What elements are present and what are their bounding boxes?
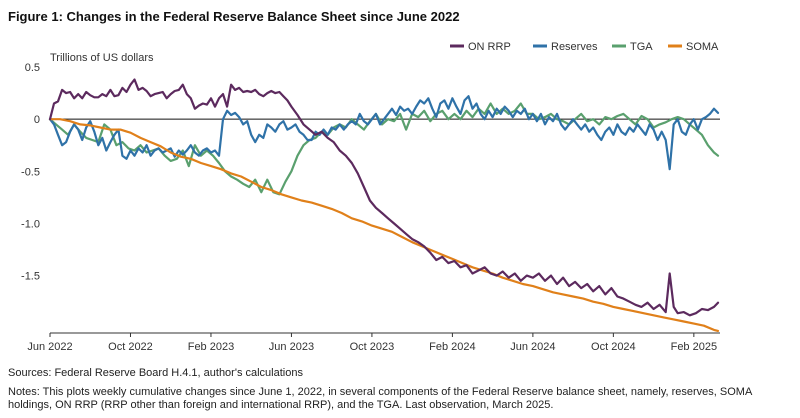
x-tick-label: Feb 2024 [429,341,475,353]
sources-note: Sources: Federal Reserve Board H.4.1, au… [8,367,303,379]
y-tick-label: 0 [34,114,40,126]
figure-title: Figure 1: Changes in the Federal Reserve… [8,9,460,24]
x-tick-label: Jun 2022 [27,341,72,353]
y-tick-label: 0.5 [25,62,40,74]
line-chart: Trillions of US dollars ON RRP Reserves TG… [21,41,720,353]
y-tick-label: -1.5 [21,271,40,283]
series-layer [48,78,720,332]
legend: ON RRP Reserves TGA SOMA [450,41,719,53]
legend-label: Reserves [551,41,598,53]
x-tick-label: Jun 2024 [510,341,555,353]
series-line-on-rrp [48,78,720,317]
x-tick-label: Feb 2025 [671,341,717,353]
x-tick-label: Jun 2023 [269,341,314,353]
y-axis-label: Trillions of US dollars [50,52,154,64]
series-line-tga [48,102,720,196]
legend-label: SOMA [686,41,719,53]
x-axis: Jun 2022 Oct 2022 Feb 2023 Jun 2023 Oct 2023… [27,332,720,353]
y-axis: 0.5 0 -0.5 -1.0 -1.5 [21,62,720,283]
x-tick-label: Oct 2022 [108,341,153,353]
y-tick-label: -1.0 [21,218,40,230]
notes-text: Notes: This plots weekly cumulative chan… [8,386,752,411]
legend-label: TGA [630,41,653,53]
legend-label: ON RRP [468,41,511,53]
y-tick-label: -0.5 [21,166,40,178]
series-line-soma [48,118,720,332]
x-tick-label: Feb 2023 [188,341,234,353]
series-line-reserves [48,95,720,171]
x-tick-label: Oct 2023 [350,341,395,353]
x-tick-label: Oct 2024 [591,341,636,353]
